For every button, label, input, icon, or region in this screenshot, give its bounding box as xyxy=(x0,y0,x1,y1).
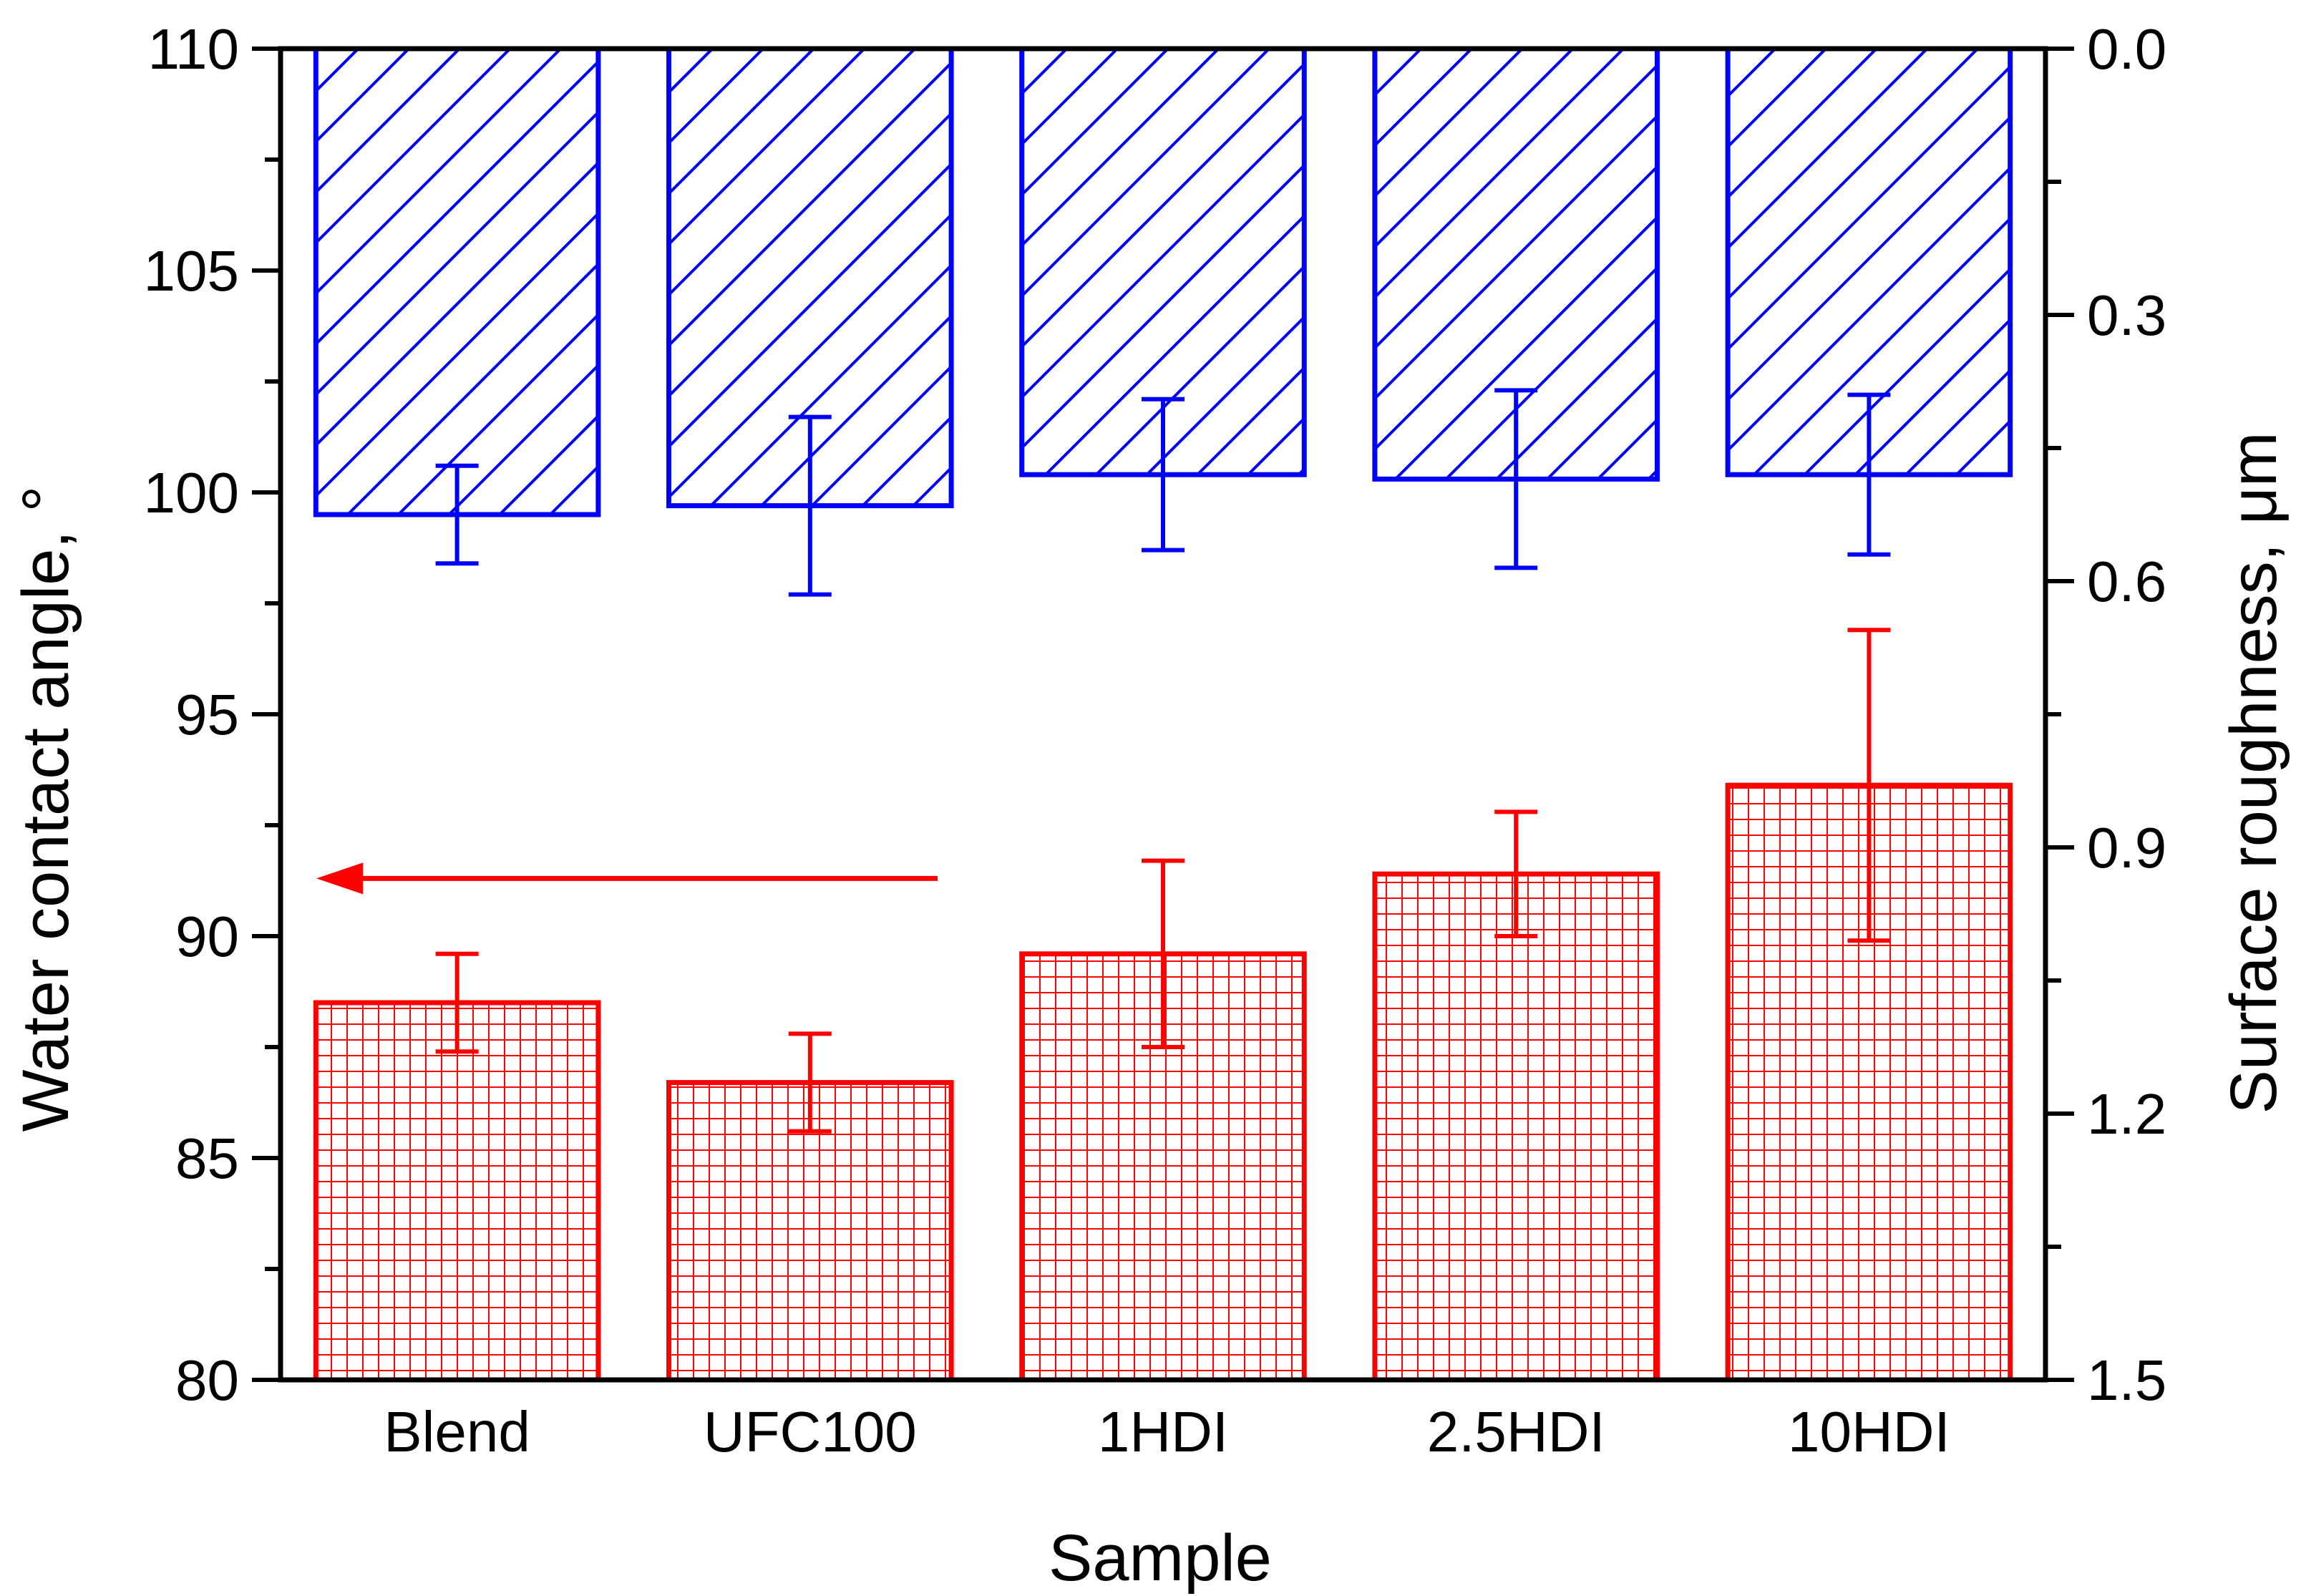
left-tick-label: 100 xyxy=(144,461,239,525)
left-tick-label: 110 xyxy=(147,17,239,81)
x-tick-label-1: Blend xyxy=(384,1400,530,1464)
roughness-bar-1 xyxy=(313,46,601,517)
x-axis-title: Sample xyxy=(1049,1522,1272,1595)
contact-angle-bar-1 xyxy=(313,1000,601,1383)
roughness-error-1 xyxy=(435,463,479,566)
contact-angle-error-5 xyxy=(1847,628,1891,943)
x-tick-label-2: UFC100 xyxy=(704,1400,917,1464)
roughness-error-5 xyxy=(1847,392,1891,557)
left-tick-label: 105 xyxy=(144,239,239,303)
contact-angle-error-1 xyxy=(435,951,479,1054)
left-tick-label: 95 xyxy=(175,683,239,746)
right-axis-title: Surface roughness, μm xyxy=(2217,432,2290,1114)
roughness-error-4 xyxy=(1494,388,1538,570)
contact-angle-error-3 xyxy=(1142,858,1184,1049)
contact-angle-error-4 xyxy=(1494,809,1538,938)
arrow-head xyxy=(316,862,363,895)
right-tick-label: 1.2 xyxy=(2087,1082,2166,1146)
roughness-error-3 xyxy=(1142,396,1184,553)
x-tick-label-5: 10HDI xyxy=(1788,1400,1950,1464)
right-tick-label: 0.9 xyxy=(2087,816,2166,880)
plot-area xyxy=(313,46,2013,1383)
left-tick-label: 80 xyxy=(175,1348,239,1412)
right-tick-label: 0.3 xyxy=(2087,283,2166,347)
right-tick-label: 0.0 xyxy=(2087,17,2166,81)
roughness-error-2 xyxy=(788,414,832,597)
contact-angle-bar-4 xyxy=(1372,871,1660,1383)
left-axis-title: Water contact angle, ° xyxy=(9,486,82,1132)
axes: 80 85 90 95 100 105 110 0.0 0.3 0.6 0.9 1.2 1.5 Blend… xyxy=(144,17,2167,1464)
contact-angle-error-2 xyxy=(788,1031,832,1134)
left-tick-label: 90 xyxy=(175,905,239,968)
left-tick-label: 85 xyxy=(175,1127,239,1190)
right-tick-label: 0.6 xyxy=(2087,550,2166,613)
x-tick-label-3: 1HDI xyxy=(1098,1400,1228,1464)
x-tick-label-4: 2.5HDI xyxy=(1427,1400,1605,1464)
right-tick-label: 1.5 xyxy=(2087,1348,2166,1412)
